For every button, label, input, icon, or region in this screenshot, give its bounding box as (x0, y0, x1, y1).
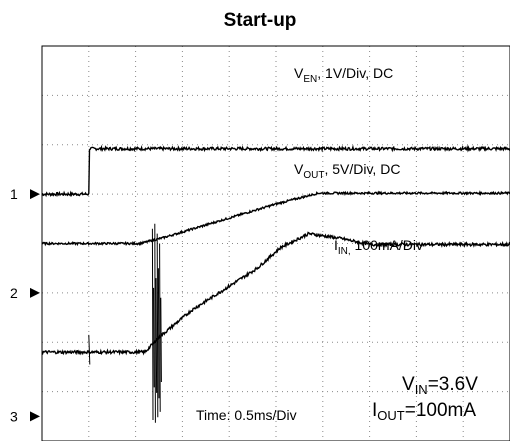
channel-marker-2-label: 2 (10, 285, 18, 301)
channel-marker-3-arrow (30, 411, 40, 422)
vout-label: VOUT, 5V/Div, DC (294, 161, 400, 181)
traces (41, 144, 510, 423)
trace-v-en (41, 144, 510, 198)
iout-annotation: IOUT=100mA (372, 400, 476, 423)
channel-marker-2-arrow (30, 287, 40, 298)
time-scale-label: Time: 0.5ms/Div (196, 407, 297, 423)
vin-annotation: VIN=3.6V (402, 374, 478, 397)
channel-marker-1-label: 1 (10, 186, 18, 202)
trace-v-out (41, 190, 510, 247)
iin-label: IIN, 100mA/Div (334, 237, 423, 257)
ven-label: VEN, 1V/Div, DC (294, 65, 393, 85)
chart-title: Start-up (224, 10, 297, 31)
channel-marker-1-arrow (30, 189, 40, 200)
trace-iin-ringing (151, 223, 162, 423)
trace-iin-spike (88, 334, 91, 365)
channel-markers: 1 2 3 (10, 186, 40, 424)
trace-i-in (41, 231, 510, 356)
channel-marker-3-label: 3 (10, 408, 18, 424)
